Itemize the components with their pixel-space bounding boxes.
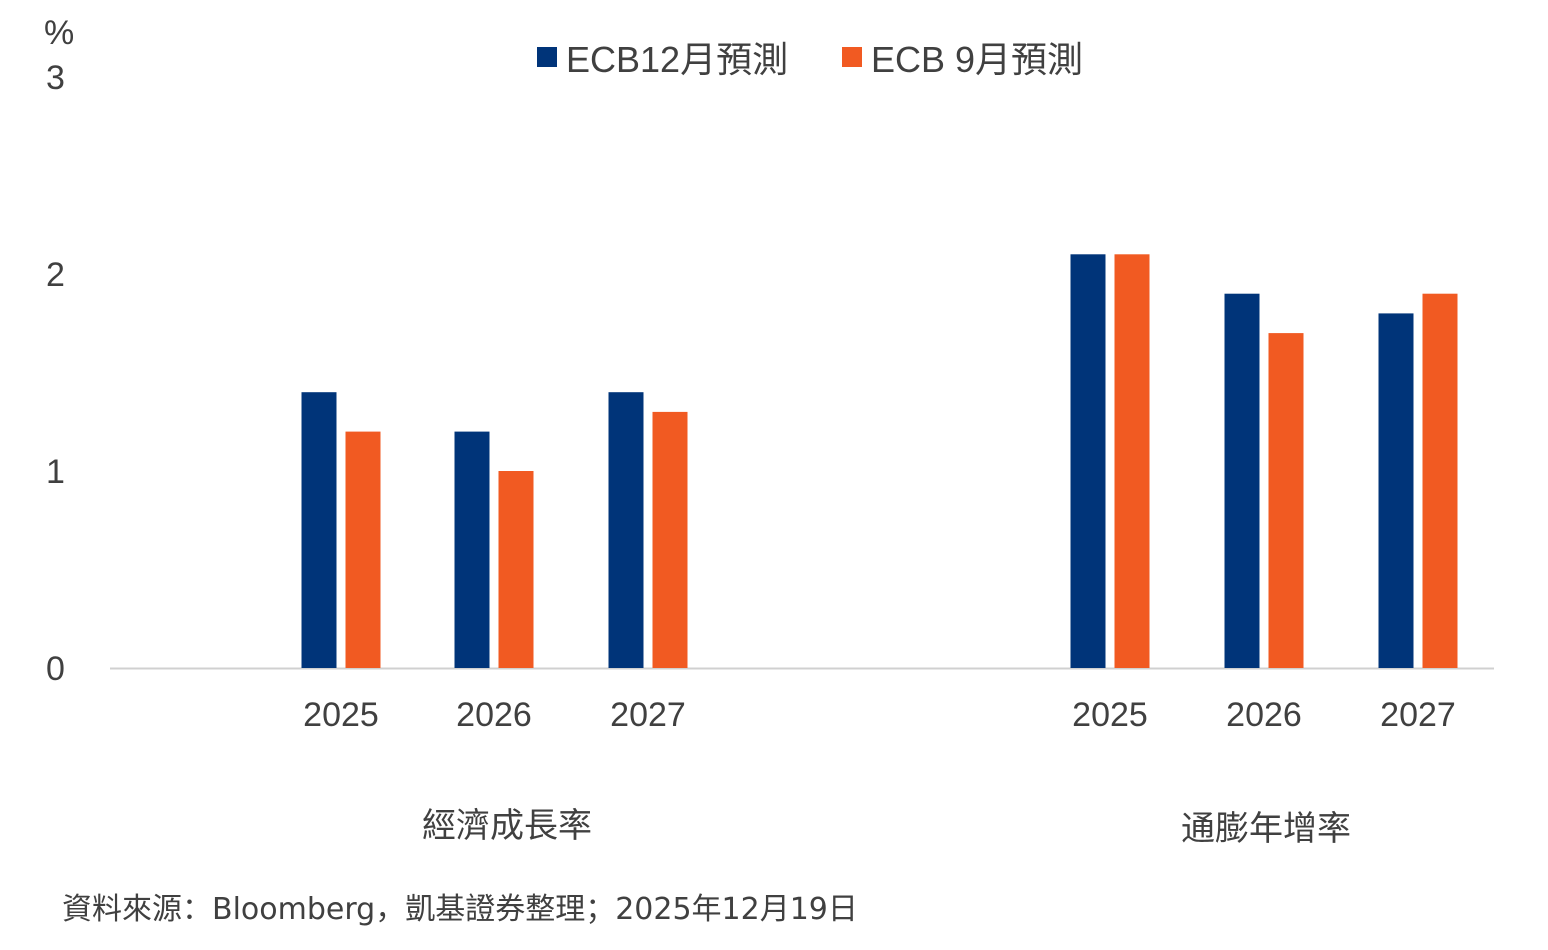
bar-ecb-september <box>1268 333 1304 668</box>
y-tick-label: 3 <box>46 59 65 97</box>
bar-ecb-september <box>345 431 381 668</box>
bar-ecb-september <box>1422 293 1458 668</box>
legend: ECB12月預測 ECB 9月預測 <box>537 39 1083 80</box>
legend-swatch <box>537 47 557 67</box>
group-label: 經濟成長率 <box>422 806 592 846</box>
bar-ecb-september <box>498 471 534 668</box>
bar-ecb-december <box>1224 293 1260 668</box>
bar-ecb-december <box>454 431 490 668</box>
x-tick-label: 2026 <box>456 696 532 734</box>
legend-swatch <box>842 47 862 67</box>
bar-ecb-december <box>1070 254 1106 669</box>
source-note: 資料來源：Bloomberg，凱基證券整理；2025年12月19日 <box>62 892 858 927</box>
y-tick-label: 0 <box>46 650 65 688</box>
x-axis-tick-labels: 2025 2026 2027 2025 2026 2027 <box>303 696 1456 734</box>
group-label: 通膨年增率 <box>1181 809 1351 849</box>
x-tick-label: 2025 <box>1072 696 1148 734</box>
bar-ecb-september <box>652 411 688 668</box>
bar-ecb-september <box>1114 254 1150 669</box>
legend-label: ECB 9月預測 <box>871 39 1083 80</box>
x-tick-label: 2027 <box>610 696 686 734</box>
legend-label: ECB12月預測 <box>566 39 788 80</box>
x-tick-label: 2027 <box>1380 696 1456 734</box>
x-tick-label: 2025 <box>303 696 379 734</box>
y-axis-labels: % 0 1 2 3 <box>44 14 74 688</box>
x-tick-label: 2026 <box>1226 696 1302 734</box>
bar-ecb-december <box>1378 313 1414 668</box>
bar-ecb-december <box>608 392 644 668</box>
y-tick-label: 1 <box>46 453 65 491</box>
y-tick-label: 2 <box>46 256 65 294</box>
bars <box>301 254 1458 669</box>
bar-ecb-december <box>301 392 337 668</box>
y-axis-unit-label: % <box>44 14 74 52</box>
group-labels: 經濟成長率 通膨年增率 <box>422 806 1351 849</box>
